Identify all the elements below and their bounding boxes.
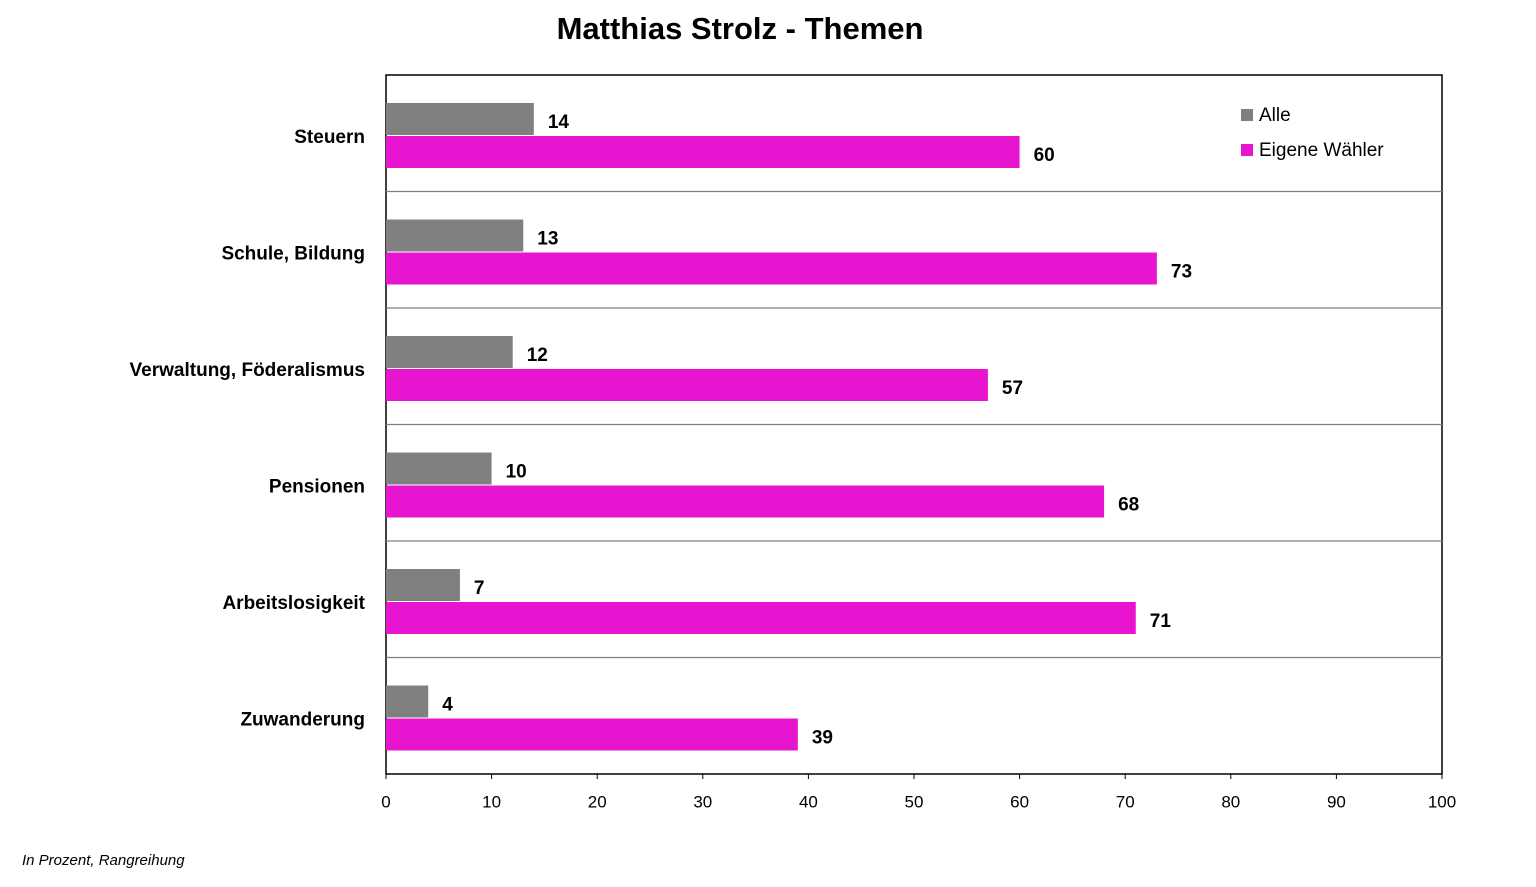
value-label: 14 <box>548 112 570 133</box>
value-label: 7 <box>474 578 485 599</box>
y-tick-label: Pensionen <box>269 477 365 498</box>
x-tick-label: 0 <box>381 792 390 811</box>
bar <box>386 103 534 135</box>
value-label: 10 <box>506 462 527 483</box>
x-tick-label: 30 <box>693 792 712 811</box>
x-tick-label: 80 <box>1221 792 1240 811</box>
bar <box>386 452 492 485</box>
footnote: In Prozent, Rangreihung <box>22 852 185 869</box>
bar <box>386 569 460 601</box>
value-label: 12 <box>527 345 548 366</box>
y-tick-label: Arbeitslosigkeit <box>222 593 365 614</box>
y-tick-label: Steuern <box>294 127 365 148</box>
x-tick-label: 40 <box>799 792 818 811</box>
chart-title: Matthias Strolz - Themen <box>557 11 924 46</box>
legend-label: Eigene Wähler <box>1259 140 1384 161</box>
bar <box>386 602 1136 634</box>
bar <box>386 136 1020 168</box>
value-label: 57 <box>1002 378 1023 399</box>
bar <box>386 685 429 718</box>
bar <box>386 252 1157 285</box>
bar <box>386 485 1105 518</box>
y-tick-label: Schule, Bildung <box>221 244 365 265</box>
x-tick-label: 70 <box>1116 792 1135 811</box>
x-tick-label: 20 <box>588 792 607 811</box>
value-label: 71 <box>1150 611 1172 632</box>
x-tick-label: 100 <box>1428 792 1456 811</box>
value-label: 68 <box>1118 495 1139 516</box>
bar <box>386 369 988 401</box>
legend-swatch <box>1241 144 1253 156</box>
value-label: 13 <box>537 229 558 250</box>
bar <box>386 336 513 368</box>
y-tick-label: Verwaltung, Föderalismus <box>130 360 365 381</box>
legend-swatch <box>1241 109 1253 121</box>
x-tick-label: 90 <box>1327 792 1346 811</box>
value-label: 60 <box>1034 145 1055 166</box>
value-label: 4 <box>442 695 453 716</box>
value-label: 39 <box>812 728 833 749</box>
y-tick-label: Zuwanderung <box>240 710 365 731</box>
value-label: 73 <box>1171 262 1192 283</box>
x-tick-label: 50 <box>905 792 924 811</box>
bar <box>386 718 798 751</box>
legend-label: Alle <box>1259 105 1291 126</box>
x-tick-label: 60 <box>1010 792 1029 811</box>
x-tick-label: 10 <box>482 792 501 811</box>
bar <box>386 219 524 252</box>
